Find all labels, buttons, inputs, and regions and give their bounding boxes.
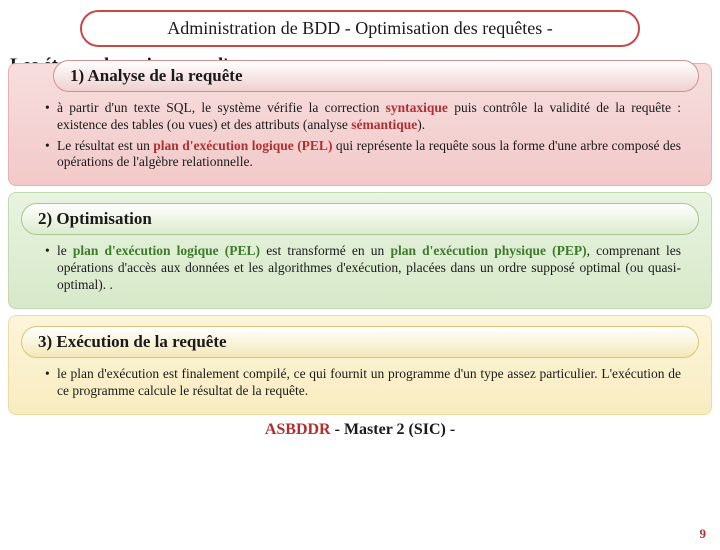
page-title: Administration de BDD - Optimisation des… [167,18,552,38]
keyword-pel-paren: (PEL) [294,138,333,153]
text: à partir d'un texte SQL, le système véri… [57,100,386,115]
footer-rest: - Master 2 (SIC) - [331,421,456,438]
bullet-item: à partir d'un texte SQL, le système véri… [45,100,681,134]
text: Le résultat est un [57,138,153,153]
bullet-item: Le résultat est un plan d'exécution logi… [45,138,681,172]
keyword-pel: plan d'exécution logique [153,138,293,153]
text: le [57,243,73,258]
section-head-optimisation: 2) Optimisation [21,203,699,235]
section-head-analyse: 1) Analyse de la requête [53,60,699,92]
footer: ASBDDR - Master 2 (SIC) - [0,421,720,439]
section-analyse: 1) Analyse de la requête à partir d'un t… [8,63,712,187]
bullets-execution: le plan d'exécution est finalement compi… [15,364,705,406]
keyword-pel-green: plan d'exécution logique [73,243,219,258]
keyword-pep-paren: (PEP) [546,243,587,258]
section-head-execution: 3) Exécution de la requête [21,326,699,358]
page-title-pill: Administration de BDD - Optimisation des… [80,10,640,47]
bullet-item: le plan d'exécution logique (PEL) est tr… [45,243,681,294]
text: est transformé en un [260,243,390,258]
section-execution: 3) Exécution de la requête le plan d'exé… [8,315,712,415]
keyword-syntaxique: syntaxique [386,100,448,115]
section-optimisation: 2) Optimisation le plan d'exécution logi… [8,192,712,309]
bullets-optimisation: le plan d'exécution logique (PEL) est tr… [15,241,705,300]
footer-asb: ASBDDR [265,421,331,438]
text: ). [417,117,425,132]
keyword-pep: plan d'exécution physique [390,243,546,258]
keyword-semantique: sémantique [351,117,417,132]
bullet-item: le plan d'exécution est finalement compi… [45,366,681,400]
bullets-analyse: à partir d'un texte SQL, le système véri… [15,98,705,178]
keyword-pel-paren-green: (PEL) [219,243,260,258]
